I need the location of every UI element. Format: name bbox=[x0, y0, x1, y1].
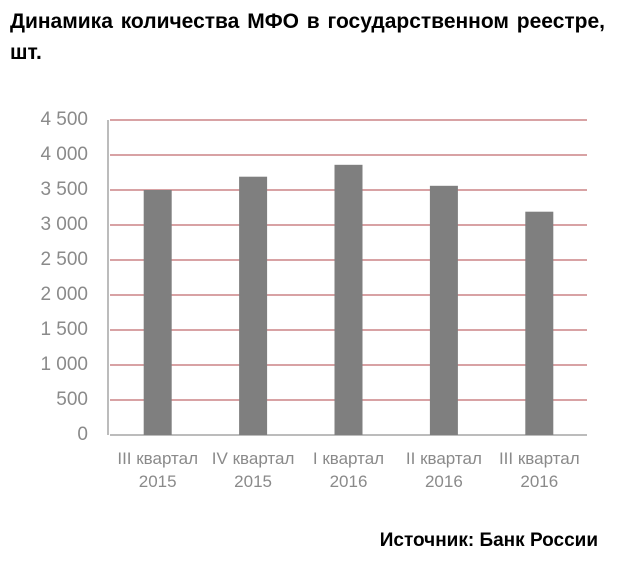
bar bbox=[239, 176, 268, 435]
y-tick-label: 0 bbox=[77, 424, 88, 445]
bar bbox=[334, 164, 363, 436]
y-tick-label: 2 500 bbox=[40, 249, 88, 270]
x-tick-label: I квартал 2016 bbox=[312, 449, 385, 491]
source-note: Источник: Банк России bbox=[379, 530, 598, 551]
bar bbox=[143, 190, 172, 435]
x-tick-label: IV квартал 2015 bbox=[211, 449, 295, 491]
x-tick-label: II квартал 2016 bbox=[405, 449, 482, 491]
chart-title: Динамика количества МФО в государственно… bbox=[10, 10, 605, 64]
y-tick-label: 3 000 bbox=[40, 214, 88, 235]
y-tick-label: 4 000 bbox=[40, 144, 88, 165]
x-tick-label: III квартал 2016 bbox=[498, 449, 580, 491]
y-tick-label: 500 bbox=[56, 389, 88, 410]
x-tick-label: III квартал 2015 bbox=[117, 449, 199, 491]
y-tick-label: 2 000 bbox=[40, 284, 88, 305]
y-tick-label: 4 500 bbox=[40, 109, 88, 130]
bar bbox=[525, 211, 554, 435]
bar bbox=[429, 185, 458, 435]
y-tick-label: 1 500 bbox=[40, 319, 88, 340]
y-tick-label: 3 500 bbox=[40, 179, 88, 200]
y-tick-label: 1 000 bbox=[40, 354, 88, 375]
